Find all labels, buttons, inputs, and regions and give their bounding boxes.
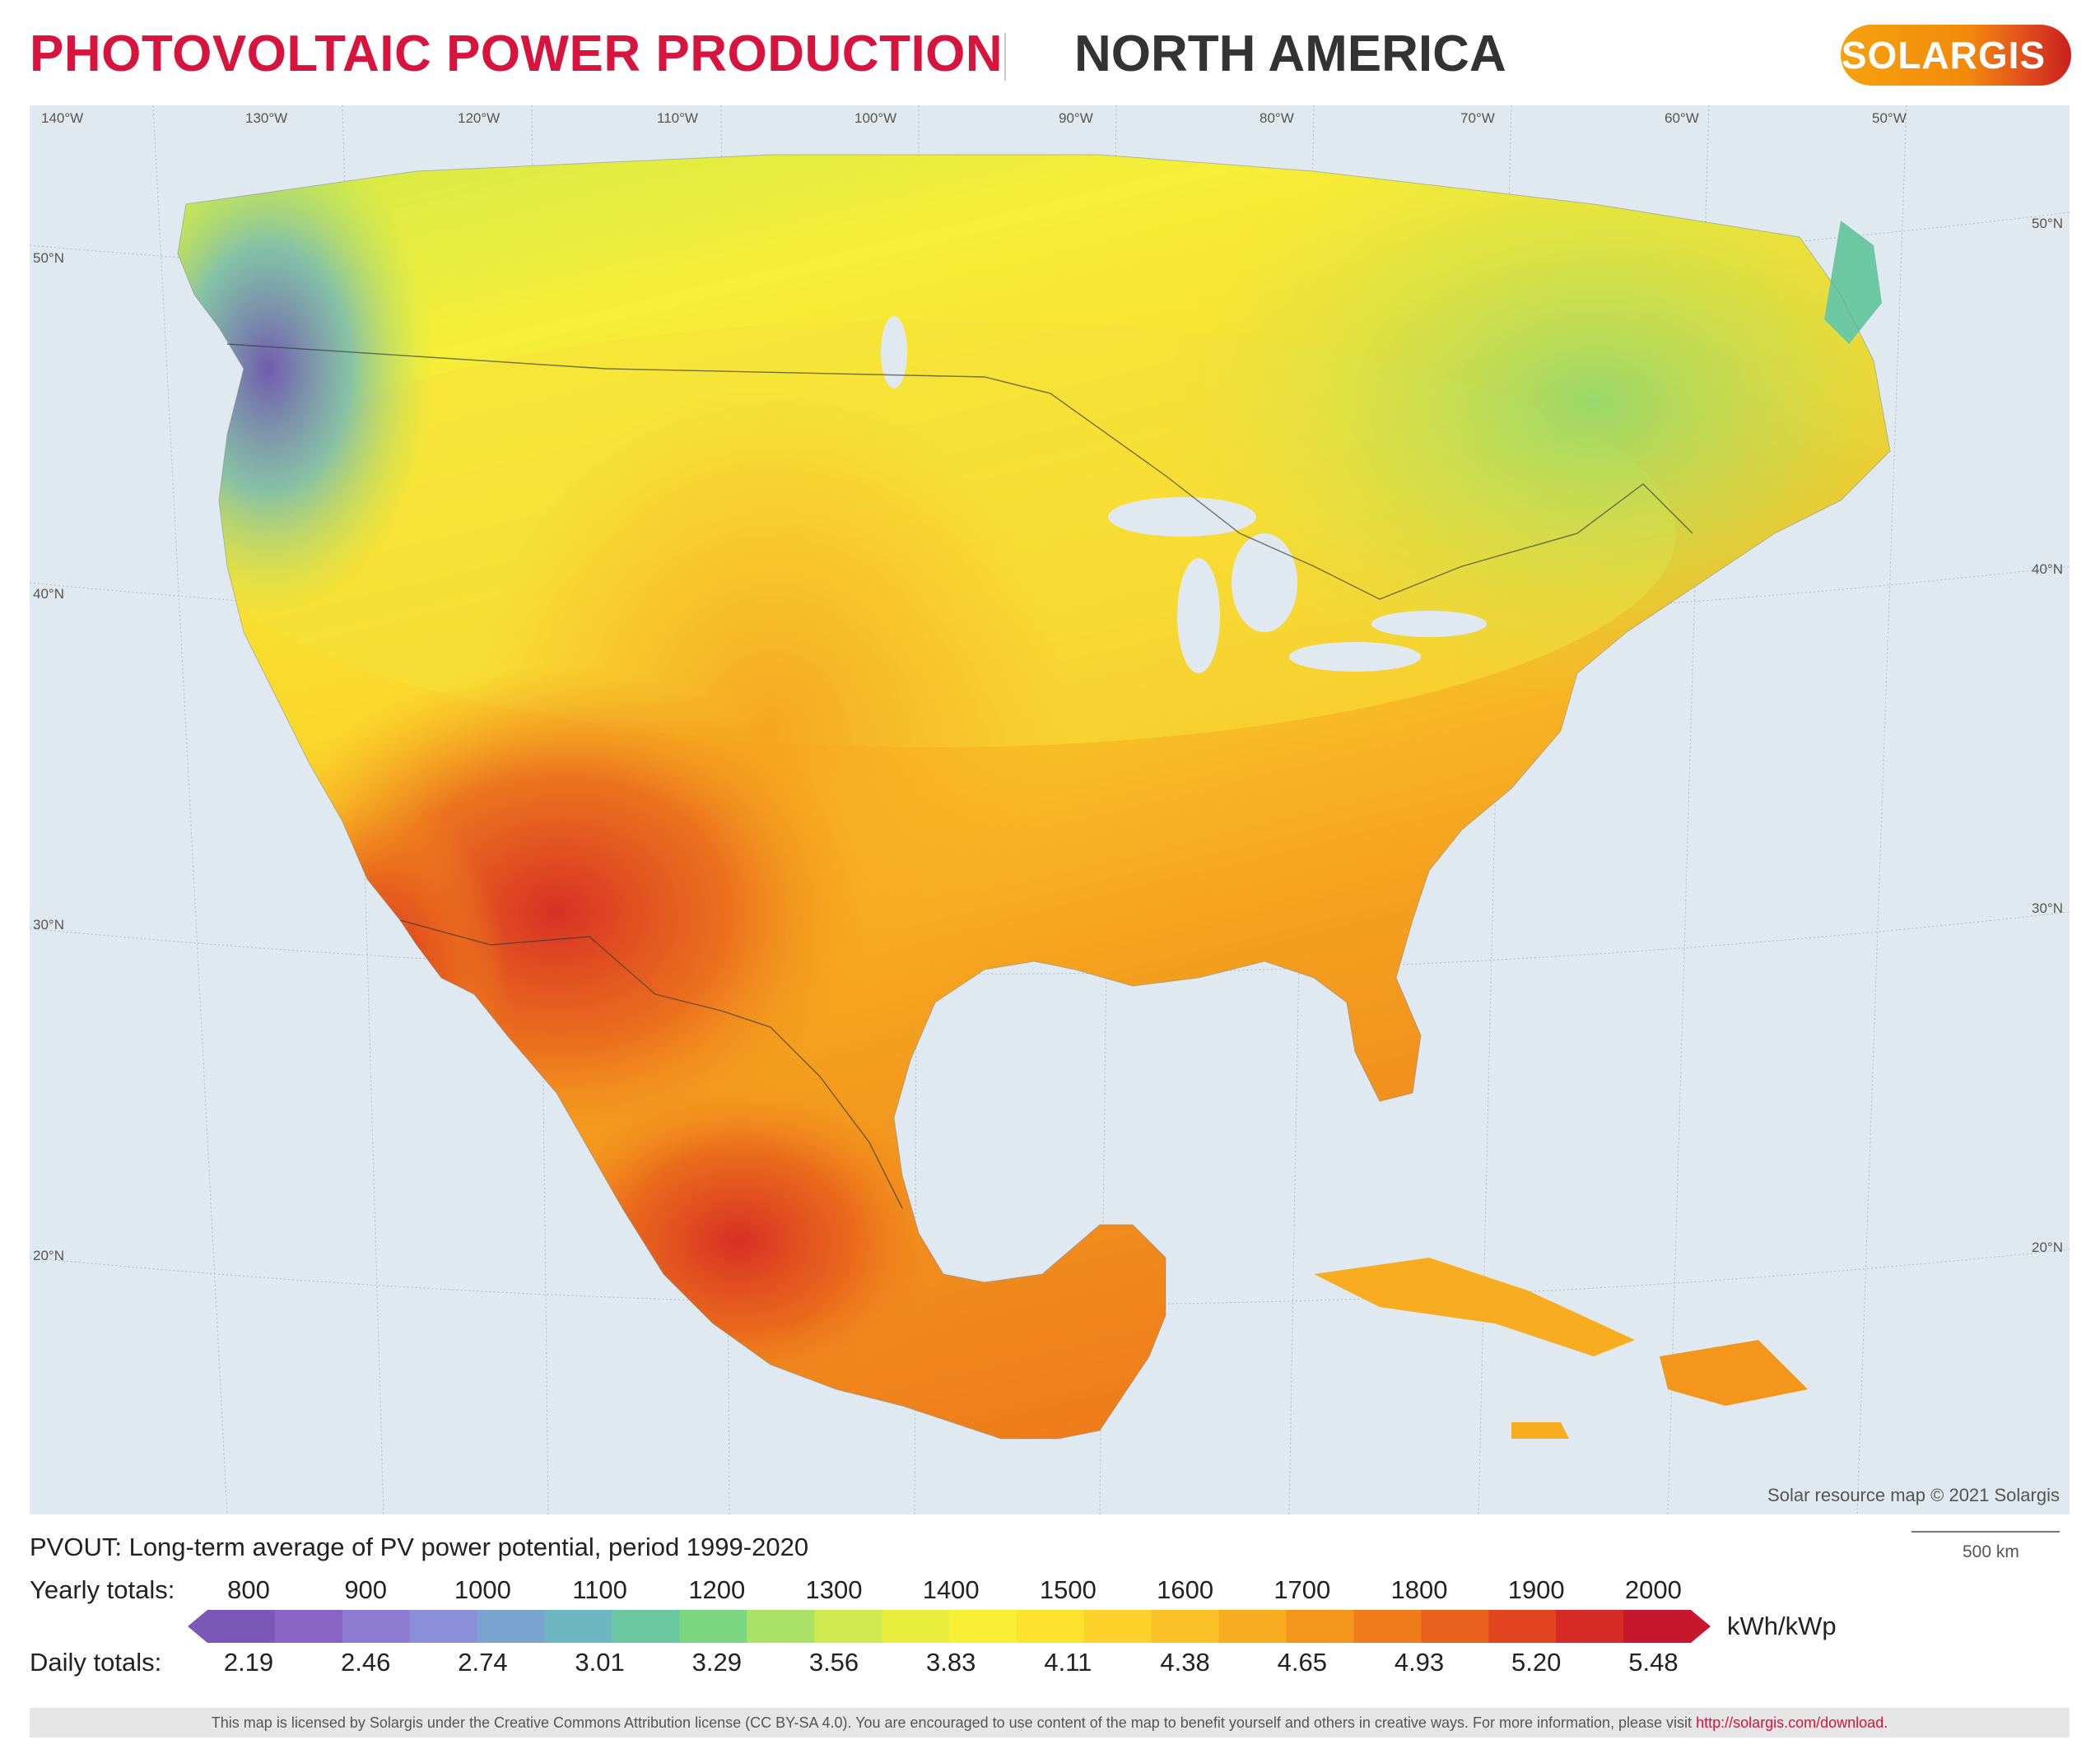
longitude-label: 60°W — [1665, 110, 1699, 126]
daily-tick-label: 2.46 — [341, 1648, 391, 1677]
map-credit: Solar resource map © 2021 Solargis — [1767, 1485, 2060, 1505]
color-scale-segment — [1286, 1610, 1355, 1643]
scale-line — [1911, 1531, 2060, 1533]
color-scale-segment — [1016, 1610, 1085, 1643]
daily-tick-label: 3.56 — [808, 1648, 859, 1677]
country-outline — [177, 154, 1891, 1440]
color-scale-segment — [679, 1610, 747, 1643]
color-scale-segment — [949, 1610, 1017, 1643]
yearly-tick-label: 900 — [344, 1575, 388, 1604]
longitude-label: 130°W — [245, 110, 288, 126]
color-scale-segment — [544, 1610, 613, 1643]
longitude-label: 120°W — [458, 110, 501, 126]
scale-label: 500 km — [1963, 1542, 2019, 1561]
longitude-label: 100°W — [854, 110, 897, 126]
daily-tick-label: 4.93 — [1394, 1648, 1445, 1677]
header: PHOTOVOLTAIC POWER PRODUCTION NORTH AMER… — [0, 0, 2100, 107]
daily-tick-label: 4.65 — [1277, 1648, 1327, 1677]
daily-tick-label: 4.38 — [1160, 1648, 1210, 1677]
yearly-tick-label: 1200 — [688, 1575, 746, 1604]
map-canvas — [30, 105, 2070, 1514]
yearly-tick-label: 800 — [227, 1575, 270, 1604]
yearly-tick-label: 1700 — [1274, 1575, 1331, 1604]
yearly-tick-label: 1800 — [1390, 1575, 1448, 1604]
daily-tick-label: 3.01 — [575, 1648, 625, 1677]
latitude-label: 20°N — [33, 1248, 64, 1263]
latitude-label: 40°N — [33, 586, 64, 602]
legend-description: PVOUT: Long-term average of PV power pot… — [30, 1533, 809, 1561]
solargis-logo[interactable]: SOLARGIS — [1841, 25, 2071, 86]
longitude-label: 140°W — [41, 110, 84, 126]
color-scale-segment — [612, 1610, 680, 1643]
longitude-label: 80°W — [1260, 110, 1294, 126]
daily-tick-label: 3.29 — [691, 1648, 742, 1677]
daily-tick-label: 2.74 — [458, 1648, 508, 1677]
license-text: This map is licensed by Solargis under t… — [211, 1714, 1693, 1731]
color-scale-max-arrow — [1691, 1610, 1711, 1643]
yearly-tick-label: 1300 — [805, 1575, 863, 1604]
color-scale-segment — [882, 1610, 950, 1643]
title-separator — [1004, 33, 1006, 81]
pvout-map: 140°W 130°W 120°W 110°W 100°W 90°W 80°W … — [30, 105, 2070, 1514]
longitude-label: 90°W — [1059, 110, 1093, 126]
color-scale-segment — [1421, 1610, 1489, 1643]
yearly-tick-label: 1000 — [454, 1575, 511, 1604]
latitude-label: 30°N — [33, 917, 64, 933]
color-scale-segment — [1353, 1610, 1422, 1643]
color-scale-segment — [1488, 1610, 1557, 1643]
yearly-tick-label: 1400 — [922, 1575, 980, 1604]
color-scale-segment — [1218, 1610, 1287, 1643]
yearly-tick-label: 2000 — [1624, 1575, 1682, 1604]
color-scale-min-arrow — [188, 1610, 207, 1643]
borders — [226, 343, 1693, 1209]
license-footer: This map is licensed by Solargis under t… — [30, 1708, 2070, 1737]
color-scale-segment — [274, 1610, 343, 1643]
color-scale-segment — [207, 1610, 276, 1643]
yearly-tick-label: 1600 — [1157, 1575, 1214, 1604]
daily-totals-label: Daily totals: — [30, 1648, 162, 1677]
yearly-totals-label: Yearly totals: — [30, 1575, 175, 1604]
daily-tick-label: 5.48 — [1628, 1648, 1679, 1677]
yearly-tick-label: 1900 — [1507, 1575, 1565, 1604]
latitude-label: 20°N — [2032, 1240, 2063, 1255]
color-scale-segment — [1151, 1610, 1220, 1643]
latitude-label: 50°N — [33, 250, 64, 266]
daily-tick-label: 3.83 — [926, 1648, 976, 1677]
download-link[interactable]: http://solargis.com/download. — [1696, 1714, 1888, 1731]
daily-tick-label: 2.19 — [223, 1648, 274, 1677]
color-scale-segment — [477, 1610, 546, 1643]
logo-text: SOLARGIS — [1841, 34, 2046, 77]
islands — [1314, 221, 1882, 1439]
color-scale-segment — [342, 1610, 411, 1643]
daily-tick-label: 4.11 — [1044, 1648, 1092, 1677]
color-scale-segment — [1083, 1610, 1152, 1643]
unit-label: kWh/kWp — [1727, 1612, 1837, 1640]
map-title: PHOTOVOLTAIC POWER PRODUCTION — [30, 26, 1003, 82]
daily-tick-label: 5.20 — [1511, 1648, 1562, 1677]
latitude-label: 50°N — [2032, 216, 2063, 231]
color-scale-segment — [409, 1610, 478, 1643]
region-title: NORTH AMERICA — [1074, 26, 1506, 82]
color-scale-segment — [1556, 1610, 1624, 1643]
color-scale-segment — [1623, 1610, 1692, 1643]
color-scale-segment — [814, 1610, 882, 1643]
color-scale-bar — [188, 1610, 1711, 1643]
lakes — [881, 316, 1487, 673]
color-scale-segment — [747, 1610, 815, 1643]
yearly-tick-label: 1500 — [1039, 1575, 1097, 1604]
latitude-label: 40°N — [2032, 561, 2063, 577]
longitude-label: 110°W — [657, 110, 698, 126]
latitude-label: 30°N — [2032, 900, 2063, 916]
longitude-label: 70°W — [1460, 110, 1495, 126]
yearly-tick-label: 1100 — [572, 1575, 627, 1604]
longitude-label: 50°W — [1872, 110, 1907, 126]
